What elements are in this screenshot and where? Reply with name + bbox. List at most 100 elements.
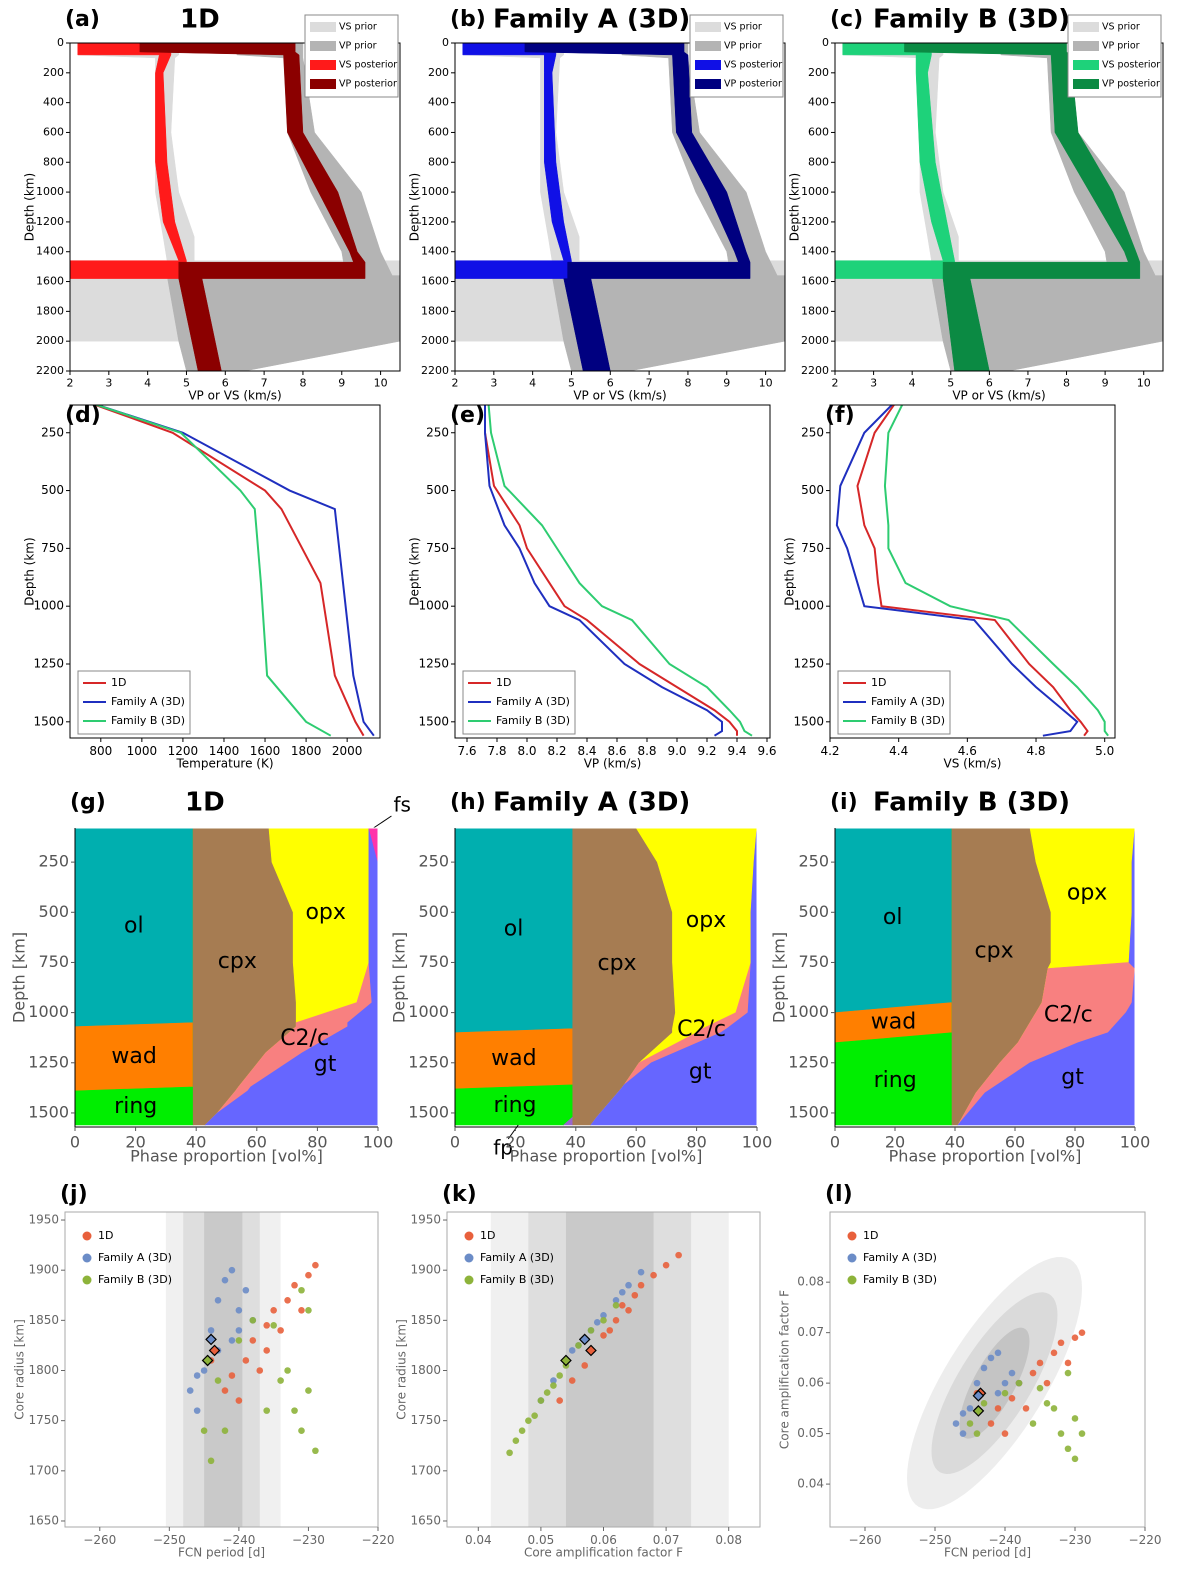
legend-label: VP prior (1102, 41, 1140, 52)
x-tick-label: 10 (374, 377, 388, 390)
axes-frame (64, 1211, 379, 1528)
x-axis-label: Core amplification factor F (524, 1546, 683, 1560)
scatter-point (1057, 1430, 1065, 1437)
x-tick-label: 0 (450, 1133, 460, 1152)
scatter-point (214, 1377, 222, 1384)
phase-label: ol (883, 905, 903, 930)
scatter-point (966, 1420, 974, 1427)
y-tick-label: 750 (418, 952, 449, 971)
y-tick-label: 1650 (410, 1513, 441, 1527)
y-tick-label: 2000 (801, 334, 829, 347)
mean-marker (585, 1344, 597, 1357)
x-tick-label: 0.06 (590, 1533, 617, 1547)
x-axis-label: VP or VS (km/s) (188, 389, 281, 403)
legend-swatch (1073, 79, 1099, 89)
y-tick-label: 0.05 (797, 1426, 824, 1440)
mean-marker (972, 1389, 985, 1402)
legend-label: Family A (3D) (871, 695, 945, 708)
panel-title: Family A (3D) (493, 788, 690, 818)
velocity-band (835, 43, 955, 279)
x-tick-label: 4.4 (889, 744, 908, 758)
pointer (373, 815, 392, 829)
panel-title: Family A (3D) (493, 5, 690, 35)
scatter-point (277, 1377, 284, 1384)
scatter-point (556, 1372, 563, 1379)
phase-label: C2/c (677, 1017, 726, 1042)
plot-area (835, 828, 1135, 1126)
x-tick-label: 7 (261, 377, 268, 390)
y-axis-label: Core radius [km] (395, 1319, 409, 1420)
x-tick-label: 3 (105, 377, 112, 390)
y-tick-label: 800 (428, 155, 449, 168)
y-tick-label: 1650 (28, 1513, 59, 1527)
x-tick-label: 1800 (291, 744, 322, 758)
legend-label: 1D (496, 676, 511, 689)
scatter-point (221, 1427, 229, 1434)
scatter-point (1001, 1430, 1009, 1437)
y-tick-label: 1800 (801, 304, 829, 317)
scatter-point (1057, 1339, 1065, 1347)
legend-label: Family A (3D) (496, 695, 570, 708)
y-tick-label: 1850 (410, 1313, 441, 1327)
panel-title: Family B (3D) (873, 788, 1070, 818)
y-tick-label: 1500 (33, 714, 64, 728)
y-tick-label: 1000 (33, 599, 64, 613)
y-tick-label: 250 (426, 425, 449, 439)
scatter-point (228, 1337, 236, 1344)
y-tick-label: 1000 (793, 599, 824, 613)
scatter-point (675, 1251, 682, 1259)
x-tick-label: 800 (89, 744, 112, 758)
legend-swatch (310, 60, 336, 70)
y-tick-label: 1250 (788, 1052, 829, 1071)
scatter-point (263, 1322, 271, 1329)
panel: (d) 800 1000 1200 1400 1600 1800 2000 250 500 750 1… (23, 403, 381, 771)
x-tick-label: 9 (1102, 377, 1109, 390)
phase-label: ring (114, 1094, 157, 1119)
phase-label: fp (493, 1136, 513, 1160)
y-tick-label: 250 (418, 852, 449, 871)
y-tick-label: 1750 (28, 1413, 59, 1427)
scatter-point (228, 1266, 236, 1274)
x-tick-label: 40 (186, 1133, 206, 1152)
y-tick-label: 1800 (36, 304, 64, 317)
y-tick-label: 1250 (28, 1052, 69, 1071)
phase-label: C2/c (280, 1026, 329, 1051)
scatter-point (625, 1307, 632, 1314)
y-tick-label: 1900 (410, 1263, 441, 1277)
legend-swatch (847, 1231, 857, 1241)
y-tick-label: 750 (38, 952, 69, 971)
axes-frame (69, 404, 381, 739)
x-tick-label: 4 (909, 377, 916, 390)
scatter-point (200, 1367, 208, 1374)
y-tick-label: 0.07 (797, 1325, 824, 1339)
profile-line (484, 405, 738, 736)
y-tick-label: 1400 (801, 245, 829, 258)
panel: (b) Family A (3D) 2 3 4 5 6 7 8 9 10 0 200 400 600 800 1… (408, 5, 786, 403)
scatter-point (1071, 1415, 1079, 1422)
scatter-point (207, 1457, 215, 1465)
profile-line (856, 405, 1089, 737)
x-tick-label: 9.2 (697, 744, 716, 758)
phase-area (368, 828, 378, 1125)
x-tick-label: 60 (247, 1133, 267, 1152)
velocity-band (70, 43, 187, 279)
y-tick-label: 1200 (421, 215, 449, 228)
x-tick-label: 0.04 (465, 1533, 492, 1547)
axes-frame (829, 404, 1116, 739)
x-tick-label: 20 (885, 1133, 905, 1152)
y-tick-label: 1000 (421, 185, 449, 198)
y-tick-label: 500 (798, 902, 829, 921)
scatter-point (600, 1312, 607, 1319)
scatter-point (298, 1307, 305, 1314)
x-tick-label: 100 (363, 1133, 394, 1152)
y-tick-label: 0 (442, 36, 449, 49)
x-axis-label: Phase proportion [vol%] (889, 1147, 1082, 1166)
legend-swatch (310, 22, 336, 32)
y-tick-label: 800 (808, 155, 829, 168)
velocity-band (139, 43, 366, 371)
y-tick-label: 250 (38, 852, 69, 871)
legend-label: Family A (3D) (863, 1251, 937, 1264)
y-tick-label: 500 (418, 902, 449, 921)
panel-label: (j) (60, 1182, 88, 1207)
scatter-point (987, 1420, 995, 1427)
